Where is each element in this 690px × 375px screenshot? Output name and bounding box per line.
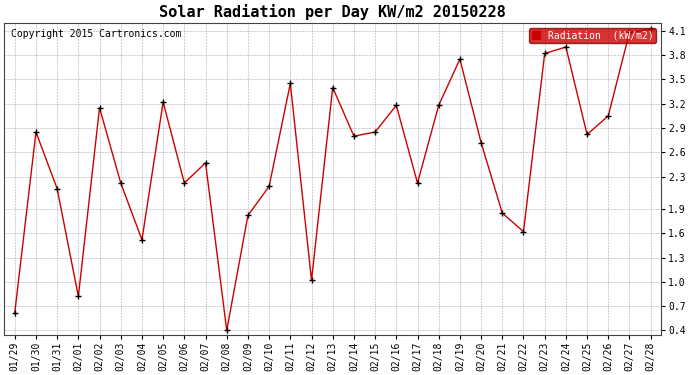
Legend: Radiation  (kW/m2): Radiation (kW/m2) (529, 28, 656, 44)
Title: Solar Radiation per Day KW/m2 20150228: Solar Radiation per Day KW/m2 20150228 (159, 4, 506, 20)
Text: Copyright 2015 Cartronics.com: Copyright 2015 Cartronics.com (11, 29, 181, 39)
